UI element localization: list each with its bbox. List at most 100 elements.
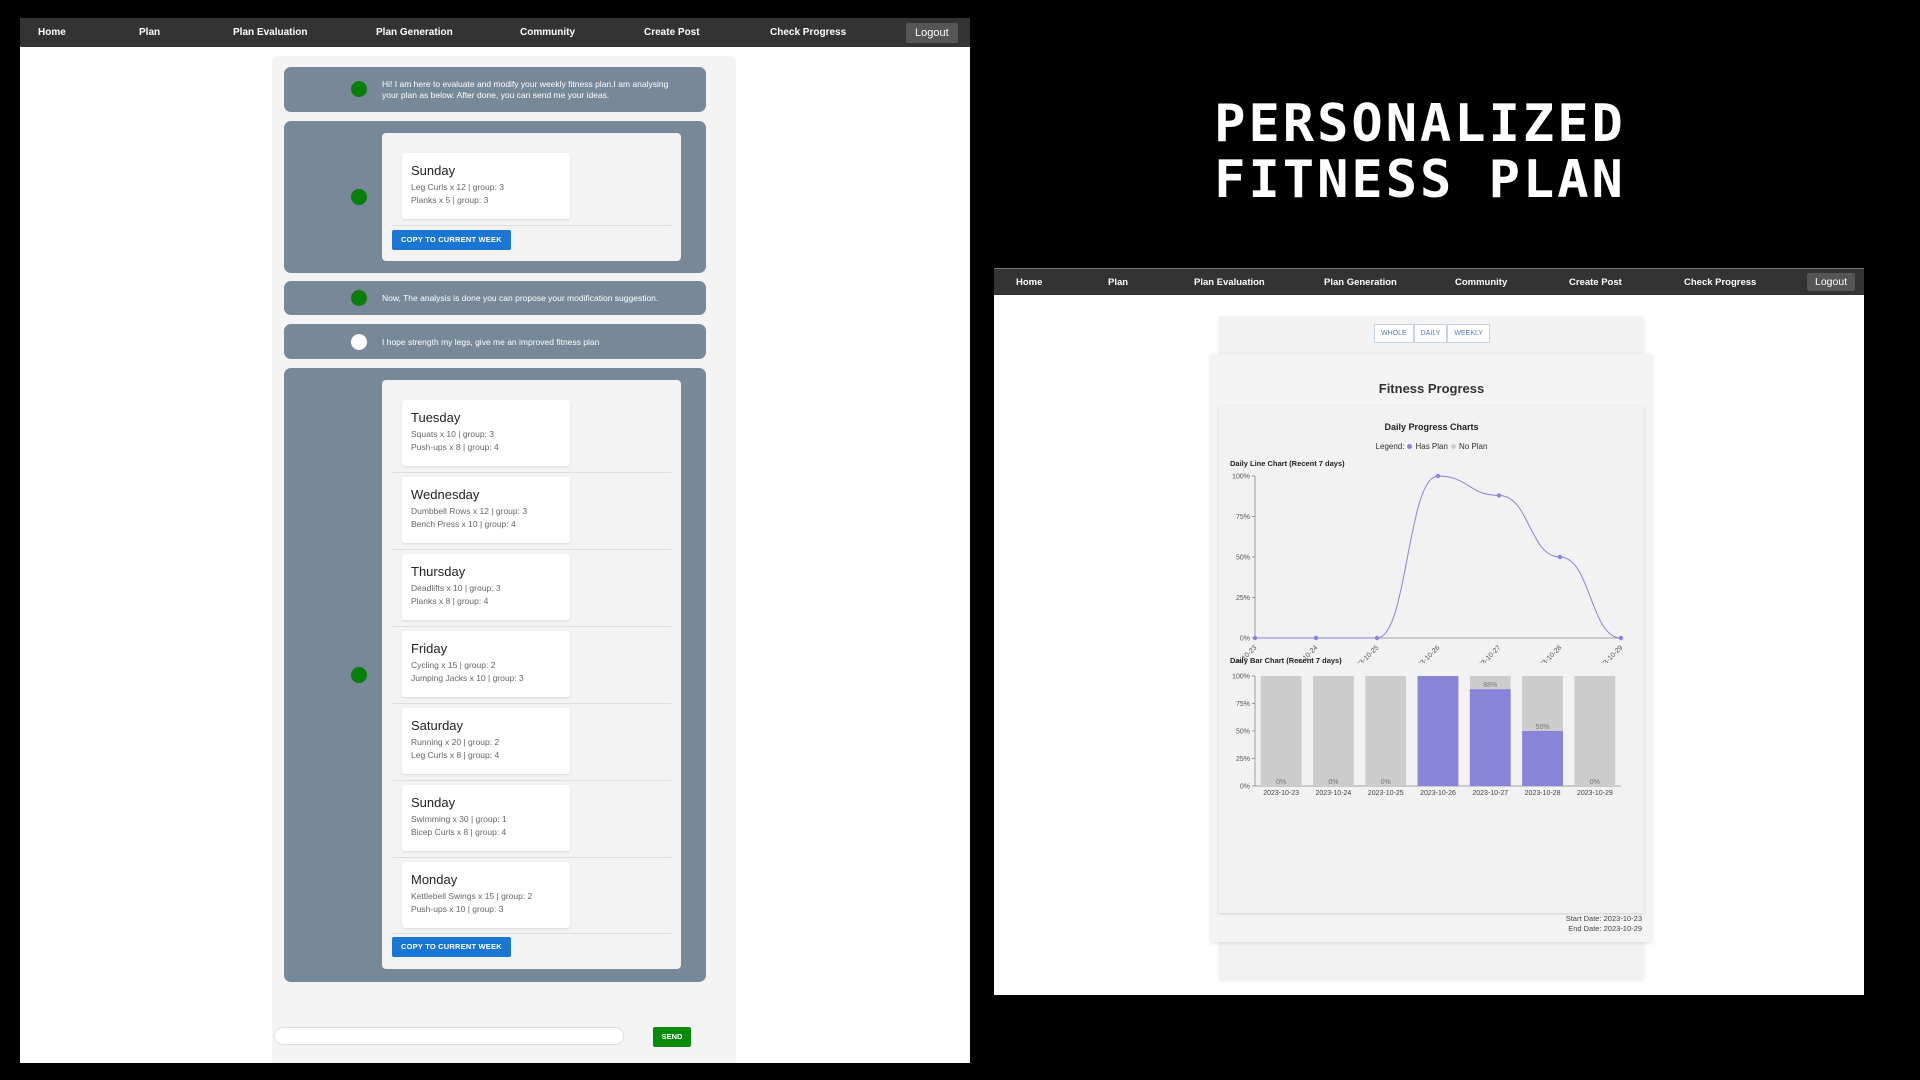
exercise-item: Planks x 5 | group: 3 <box>411 195 489 205</box>
bar-value <box>1522 731 1563 786</box>
chat-input-bar: SEND <box>272 1015 736 1063</box>
daily-bar-chart: 0% 25% 50% 75% 100% 0% 2023-10-23 0% 2023-10-24 0… <box>1232 674 1621 797</box>
legend-has-plan-swatch <box>1407 443 1413 449</box>
bot-status-dot <box>351 290 367 306</box>
date-range: Start Date: 2023-10-23 End Date: 2023-10… <box>1566 914 1642 934</box>
legend-has-plan-label: Has Plan <box>1415 442 1448 451</box>
line-y-tick-label: 75% <box>1236 514 1250 521</box>
bot-message-analysis-done: Now, The analysis is done you can propos… <box>284 281 706 315</box>
nav-plan-generation[interactable]: Plan Generation <box>376 27 453 38</box>
logout-button[interactable]: Logout <box>1807 273 1856 291</box>
bar-y-tick-label: 25% <box>1236 756 1250 763</box>
chart-legend: Legend: Has Plan No Plan <box>1219 442 1644 451</box>
copy-to-current-week-button[interactable]: COPY TO CURRENT WEEK <box>392 230 511 250</box>
bar-value-label: 50% <box>1536 724 1550 731</box>
logout-button[interactable]: Logout <box>906 23 958 43</box>
day-card: Sunday Swimming x 30 | group: 1 Bicep Cu… <box>402 785 570 851</box>
tab-weekly[interactable]: WEEKLY <box>1447 324 1491 343</box>
nav-create-post[interactable]: Create Post <box>1569 277 1622 288</box>
message-text: Now, The analysis is done you can propos… <box>382 293 659 303</box>
exercise-item: Swimming x 30 | group: 1 <box>411 814 507 824</box>
daily-line-chart: 0%25%50%75%100%2023-10-23 2023-10-24 2023-… <box>1228 474 1624 664</box>
bar-value <box>1469 689 1511 786</box>
bar-y-tick-label: 50% <box>1236 729 1250 736</box>
top-navbar: Home Plan Plan Evaluation Plan Generatio… <box>20 18 970 47</box>
check-progress-screenshot: Home Plan Plan Evaluation Plan Generatio… <box>994 268 1864 995</box>
send-button[interactable]: SEND <box>653 1027 691 1047</box>
day-name: Tuesday <box>411 410 461 425</box>
nav-plan[interactable]: Plan <box>1108 277 1129 288</box>
day-card: Monday Kettlebell Swings x 15 | group: 2… <box>402 862 570 928</box>
bar-value-label: 0% <box>1328 779 1338 786</box>
exercise-item: Squats x 10 | group: 3 <box>411 429 495 439</box>
line-y-tick-label: 25% <box>1236 595 1250 602</box>
improved-plan-card: Tuesday Squats x 10 | group: 3 Push-ups … <box>382 380 681 969</box>
nav-check-progress[interactable]: Check Progress <box>1684 277 1757 288</box>
exercise-item: Jumping Jacks x 10 | group: 3 <box>411 673 524 683</box>
divider <box>392 703 671 704</box>
day-name: Thursday <box>411 564 466 579</box>
line-point <box>1374 635 1380 641</box>
divider <box>392 472 671 473</box>
nav-create-post[interactable]: Create Post <box>644 27 700 38</box>
divider <box>392 225 671 226</box>
nav-community[interactable]: Community <box>1455 277 1508 288</box>
day-card: Sunday Leg Curls x 12 | group: 3 Planks … <box>402 153 570 219</box>
nav-plan[interactable]: Plan <box>139 27 161 38</box>
bar-y-tick-label: 100% <box>1232 674 1250 681</box>
bar-x-tick-label: 2023-10-24 <box>1316 790 1352 797</box>
exercise-item: Dumbbell Rows x 12 | group: 3 <box>411 506 528 516</box>
nav-plan-generation[interactable]: Plan Generation <box>1324 277 1397 288</box>
title-line-2: FITNESS PLAN <box>1214 150 1626 210</box>
nav-home[interactable]: Home <box>1016 277 1043 288</box>
exercise-item: Leg Curls x 8 | group: 4 <box>411 750 500 760</box>
exercise-item: Kettlebell Swings x 15 | group: 2 <box>411 891 533 901</box>
exercise-item: Bench Press x 10 | group: 4 <box>411 519 516 529</box>
day-name: Sunday <box>411 163 456 178</box>
bar-value-label: 0% <box>1590 779 1600 786</box>
day-name: Saturday <box>411 718 464 733</box>
bot-message-intro: Hi! I am here to evaluate and modify you… <box>284 67 706 112</box>
exercise-item: Cycling x 15 | group: 2 <box>411 660 496 670</box>
bar-x-tick-label: 2023-10-29 <box>1577 790 1613 797</box>
daily-charts-box: Daily Progress Charts Legend: Has Plan No … <box>1219 406 1644 913</box>
day-card: Tuesday Squats x 10 | group: 3 Push-ups … <box>402 400 570 466</box>
line-chart-title: Daily Line Chart (Recent 7 days) <box>1230 459 1345 468</box>
exercise-item: Planks x 8 | group: 4 <box>411 596 489 606</box>
nav-plan-evaluation[interactable]: Plan Evaluation <box>233 27 308 38</box>
line-y-tick-label: 100% <box>1232 474 1250 481</box>
start-date: Start Date: 2023-10-23 <box>1565 914 1642 923</box>
bot-message-improved-plan: Tuesday Squats x 10 | group: 3 Push-ups … <box>284 368 706 982</box>
message-text: Hi! I am here to evaluate and modify you… <box>382 79 669 100</box>
exercise-item: Push-ups x 10 | group: 3 <box>411 904 504 914</box>
tab-daily[interactable]: DAILY <box>1413 324 1448 343</box>
copy-to-current-week-button[interactable]: COPY TO CURRENT WEEK <box>392 937 511 957</box>
line-x-tick-label: 2023-10-28 <box>1533 644 1563 663</box>
line-point <box>1557 554 1563 560</box>
bar-background <box>1313 676 1354 786</box>
tab-whole[interactable]: WHOLE <box>1374 324 1414 343</box>
line-y-tick-label: 50% <box>1236 555 1250 562</box>
bar-background <box>1365 676 1407 786</box>
nav-home[interactable]: Home <box>38 27 66 38</box>
slide-title: PERSONALIZED FITNESS PLAN <box>1150 96 1690 208</box>
nav-plan-evaluation[interactable]: Plan Evaluation <box>1194 277 1265 288</box>
legend-no-plan-swatch <box>1450 443 1456 449</box>
bar-x-tick-label: 2023-10-23 <box>1263 790 1299 797</box>
day-card: Wednesday Dumbbell Rows x 12 | group: 3 … <box>402 477 570 543</box>
chat-message-input[interactable] <box>274 1027 624 1045</box>
nav-community[interactable]: Community <box>520 27 575 38</box>
line-point <box>1496 493 1502 498</box>
line-x-tick-label: 2023-10-26 <box>1411 644 1441 663</box>
line-y-tick-label: 0% <box>1240 636 1250 643</box>
day-name: Wednesday <box>411 487 480 502</box>
bar-value <box>1417 676 1459 786</box>
bar-chart-title: Daily Bar Chart (Recent 7 days) <box>1230 656 1342 665</box>
line-x-tick-label: 2023-10-25 <box>1350 644 1380 663</box>
nav-check-progress[interactable]: Check Progress <box>770 27 847 38</box>
day-card: Thursday Deadlifts x 10 | group: 3 Plank… <box>402 554 570 620</box>
progress-container: WHOLE DAILY WEEKLY Fitness Progress Dail… <box>1211 316 1652 980</box>
bar-background <box>1574 676 1616 786</box>
bar-value-label: 0% <box>1276 779 1286 786</box>
period-tabs: WHOLE DAILY WEEKLY <box>1374 324 1491 343</box>
